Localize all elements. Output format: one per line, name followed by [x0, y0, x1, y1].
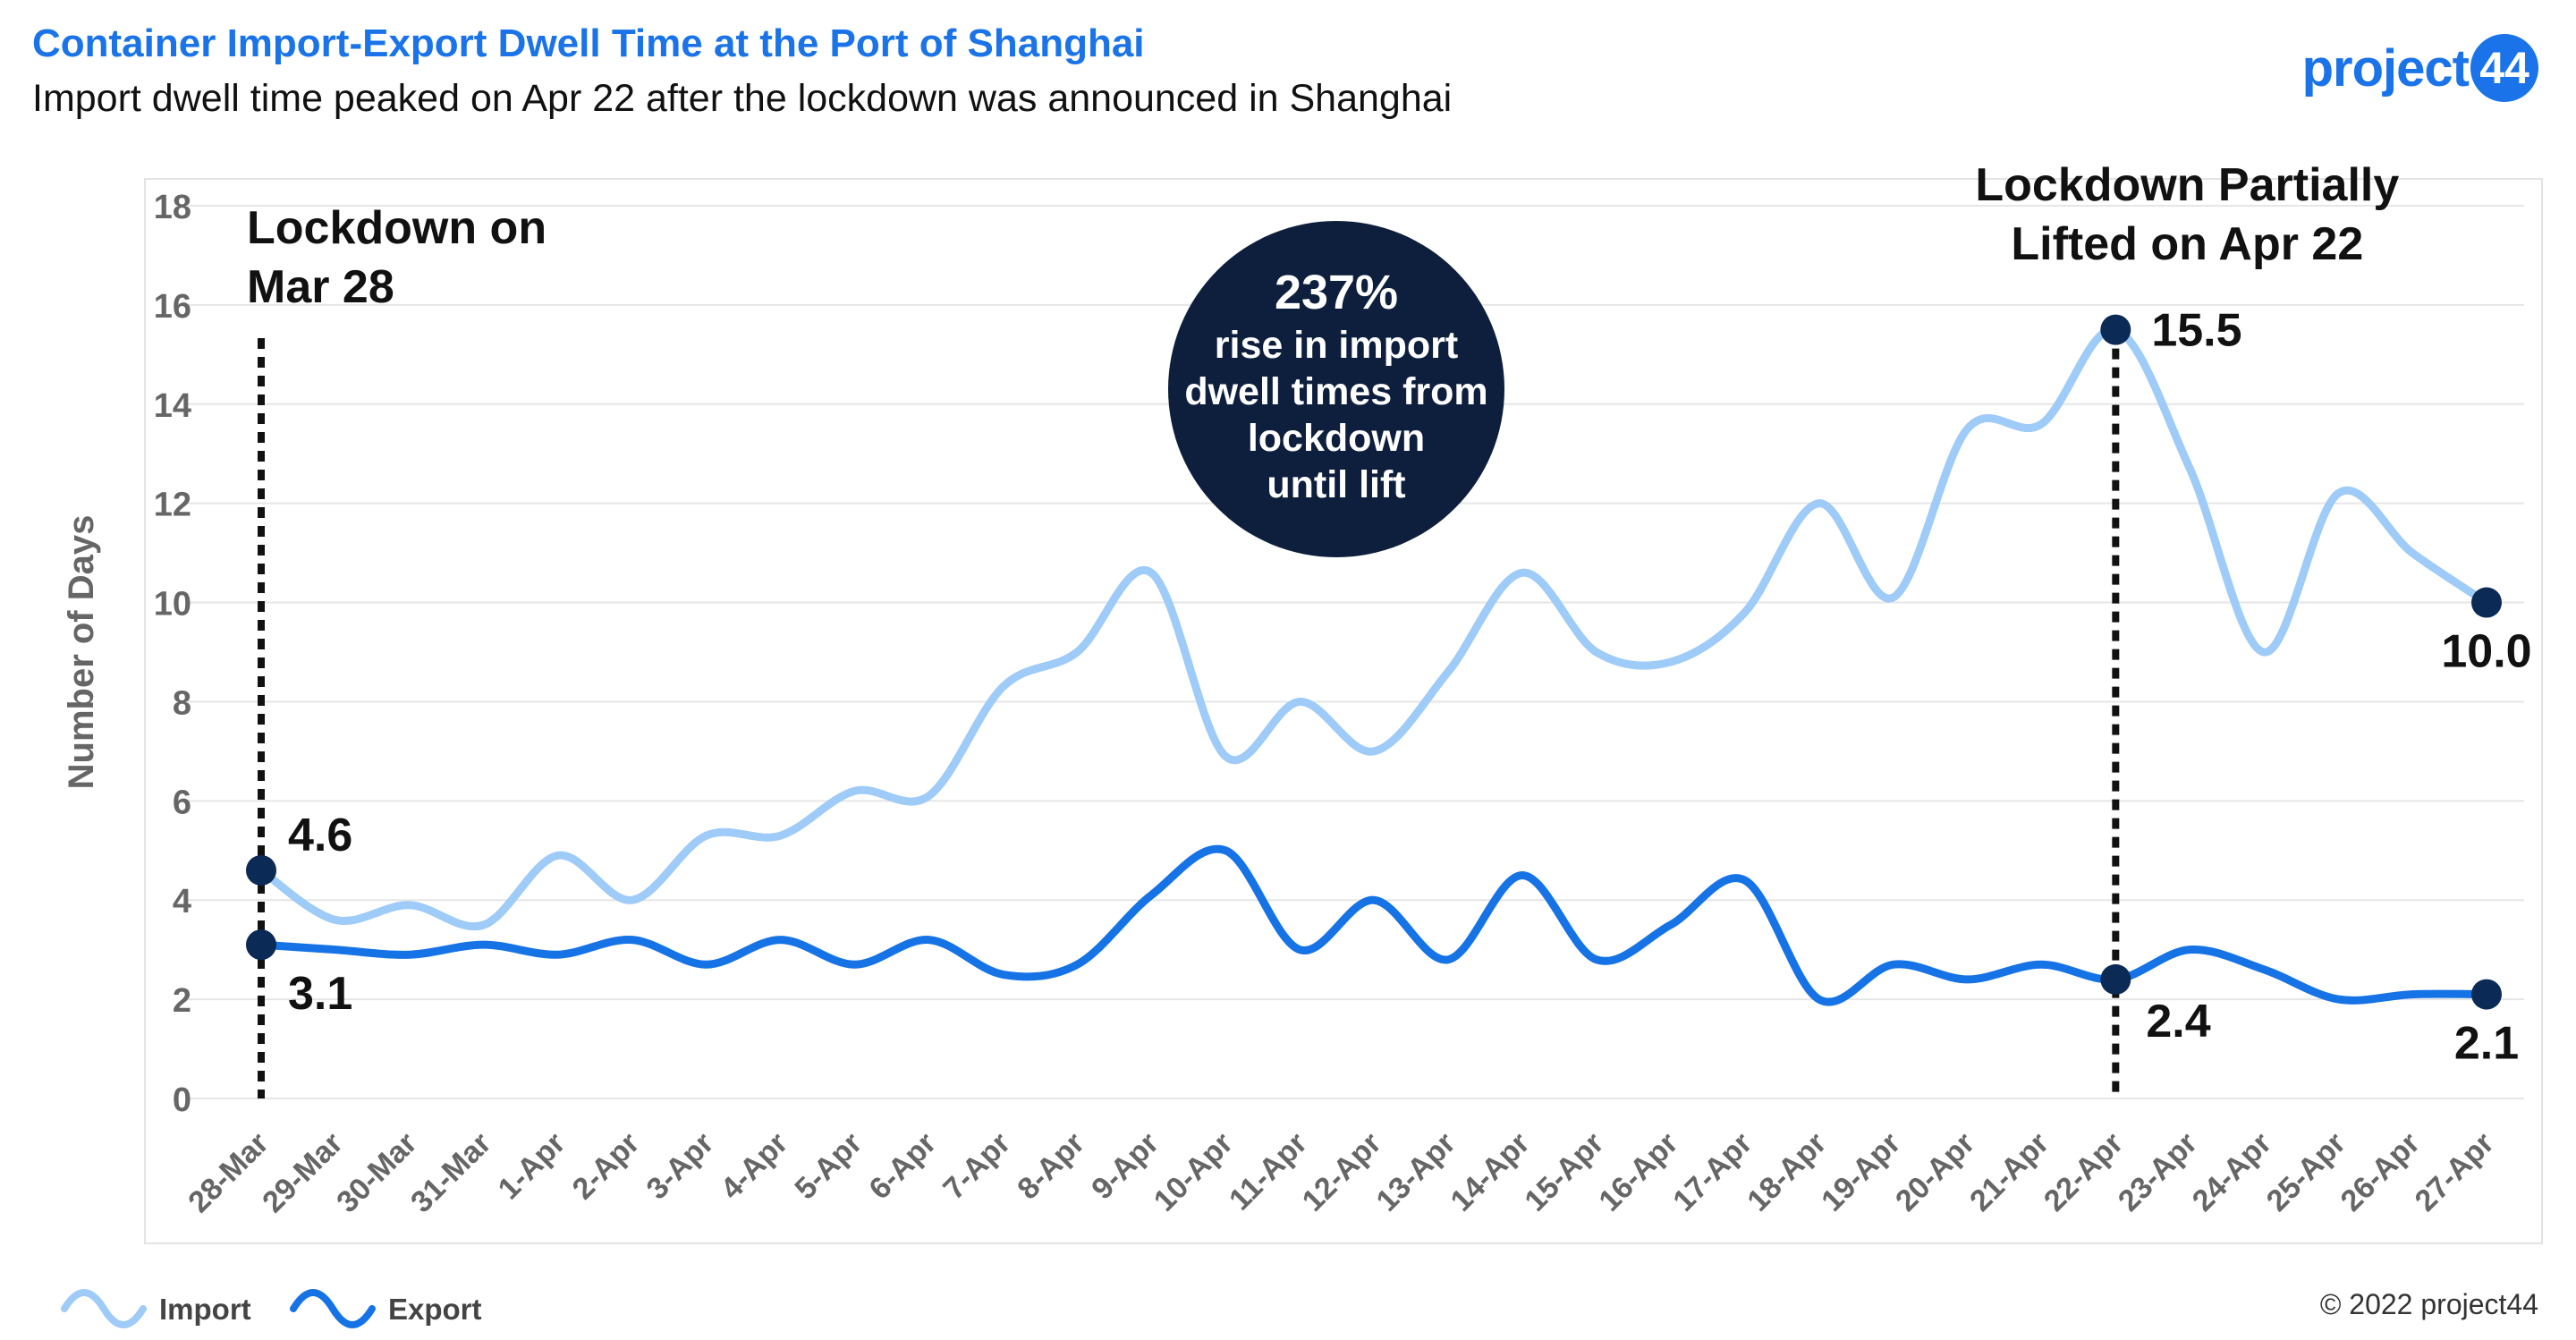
callout-circle [1168, 221, 1504, 557]
x-tick-label: 14-Apr [1444, 1126, 1536, 1218]
x-tick-label: 29-Mar [256, 1126, 349, 1219]
data-point-marker [2471, 979, 2502, 1010]
y-tick-label: 6 [173, 784, 191, 821]
x-tick-label: 23-Apr [2112, 1126, 2204, 1218]
legend-label: Export [388, 1293, 482, 1326]
x-tick-label: 24-Apr [2186, 1126, 2278, 1218]
project44-logo: project 44 [2302, 34, 2538, 102]
data-point-marker [2100, 314, 2131, 345]
x-tick-label: 12-Apr [1296, 1126, 1388, 1218]
x-tick-label: 22-Apr [2038, 1126, 2130, 1218]
x-tick-label: 1-Apr [492, 1126, 572, 1207]
x-tick-label: 15-Apr [1518, 1126, 1610, 1218]
logo-text: project [2301, 38, 2470, 98]
data-label: 2.4 [2146, 996, 2210, 1047]
x-tick-label: 19-Apr [1815, 1126, 1907, 1218]
logo-badge: 44 [2470, 34, 2538, 102]
legend-swatch-export [290, 1289, 376, 1328]
y-tick-label: 18 [154, 189, 191, 226]
y-tick-label: 10 [154, 586, 191, 623]
series-line-import [257, 325, 2491, 931]
callout-text-line: lockdown [1248, 417, 1425, 460]
legend-swatch-import [61, 1289, 147, 1328]
data-label: 2.1 [2454, 1018, 2519, 1070]
y-tick-label: 4 [173, 883, 191, 920]
x-tick-label: 31-Mar [404, 1126, 497, 1219]
callout-text-line: until lift [1267, 463, 1405, 506]
lockdown-lift-annotation: Lockdown Partially [1975, 159, 2399, 211]
lockdown-start-annotation: Lockdown on [247, 202, 547, 254]
x-tick-label: 28-Mar [182, 1126, 275, 1219]
y-tick-label: 8 [173, 684, 191, 722]
data-point-marker [246, 929, 276, 961]
x-tick-label: 3-Apr [640, 1126, 721, 1207]
x-tick-label: 16-Apr [1592, 1126, 1684, 1218]
x-tick-label: 18-Apr [1741, 1126, 1833, 1218]
plot-frame [144, 178, 2543, 1244]
data-point-marker [2471, 587, 2502, 618]
x-tick-label: 26-Apr [2334, 1126, 2427, 1218]
x-tick-label: 17-Apr [1666, 1126, 1758, 1218]
series-line-export [257, 844, 2491, 1006]
x-tick-label: 5-Apr [788, 1126, 869, 1207]
y-axis-label: Number of Days [62, 515, 101, 790]
chart-subtitle: Import dwell time peaked on Apr 22 after… [32, 77, 1453, 120]
data-label: 4.6 [288, 810, 352, 861]
x-tick-label: 27-Apr [2409, 1126, 2501, 1218]
chart-title: Container Import-Export Dwell Time at th… [32, 21, 1145, 65]
legend-label: Import [159, 1293, 251, 1326]
x-tick-label: 13-Apr [1370, 1126, 1462, 1218]
x-tick-label: 8-Apr [1011, 1126, 1091, 1207]
y-tick-label: 12 [154, 487, 191, 524]
lockdown-start-annotation: Mar 28 [247, 261, 394, 313]
x-tick-label: 6-Apr [862, 1126, 943, 1207]
callout-text-line: dwell times from [1184, 370, 1487, 413]
x-tick-label: 10-Apr [1148, 1126, 1240, 1218]
x-tick-label: 20-Apr [1889, 1126, 1981, 1218]
callout-headline: 237% [1275, 266, 1398, 319]
x-tick-label: 11-Apr [1223, 1126, 1314, 1217]
data-label: 10.0 [2441, 626, 2531, 678]
data-point-marker [246, 854, 276, 886]
data-label: 15.5 [2151, 305, 2241, 357]
data-label: 3.1 [288, 968, 352, 1020]
x-tick-label: 25-Apr [2260, 1126, 2352, 1218]
data-point-marker [2100, 963, 2131, 995]
y-tick-label: 2 [173, 982, 191, 1020]
x-tick-label: 21-Apr [1963, 1126, 2055, 1218]
x-tick-label: 4-Apr [715, 1126, 795, 1207]
copyright-text: © 2022 project44 [2319, 1288, 2538, 1320]
lockdown-lift-annotation: Lifted on Apr 22 [2011, 218, 2363, 270]
y-tick-label: 14 [154, 387, 191, 425]
y-tick-label: 16 [154, 288, 191, 326]
y-tick-label: 0 [173, 1081, 191, 1119]
callout-text-line: rise in import [1215, 324, 1458, 367]
x-tick-label: 30-Mar [330, 1126, 423, 1219]
x-tick-label: 7-Apr [936, 1126, 1017, 1207]
x-tick-label: 2-Apr [566, 1126, 647, 1207]
